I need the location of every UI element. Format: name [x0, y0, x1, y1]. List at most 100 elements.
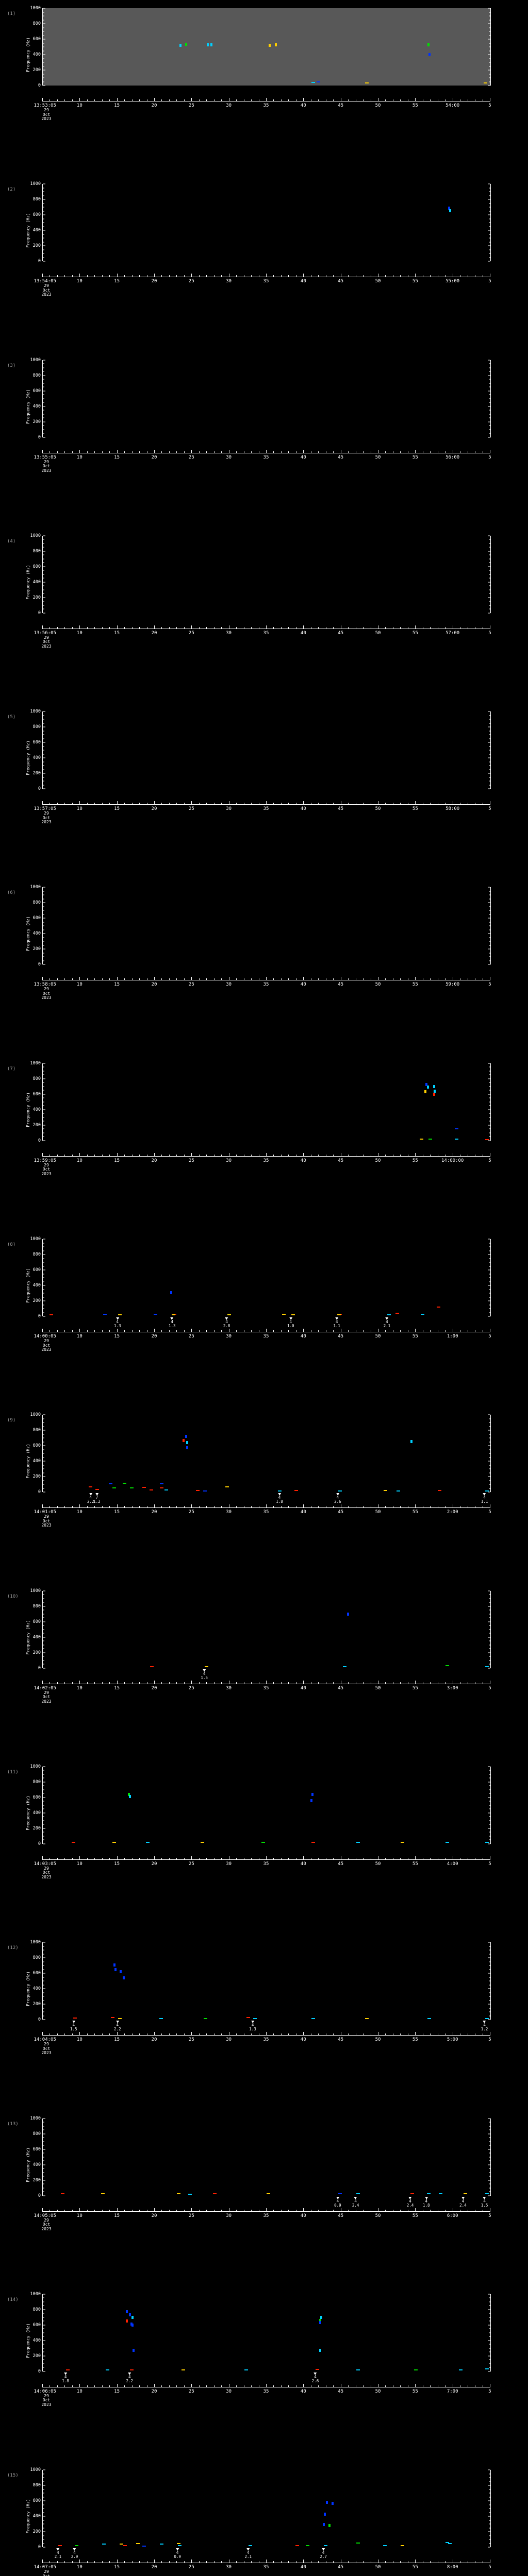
detection-marker[interactable]: 4 1.3 — [249, 2021, 256, 2031]
x-tick-label: 30 — [226, 1334, 232, 1340]
x-tick-label: 14:06:05 — [34, 2388, 56, 2394]
detection-marker[interactable]: 4 0.9 — [334, 2196, 341, 2208]
spectrogram-detection-blip — [269, 43, 271, 47]
plot-area[interactable]: 0 200 400 600 800 1000 — [30, 1764, 491, 1846]
y-tick-mark-right — [489, 2336, 490, 2337]
detection-marker[interactable]: 4 1.3 — [169, 1317, 175, 1328]
plot-area[interactable]: 0 200 400 600 800 1000 — [30, 1412, 491, 1495]
triangle-marker-icon — [251, 2021, 254, 2024]
y-tick-label: 600 — [32, 1971, 41, 1976]
spectrogram-detection-blip — [128, 2313, 131, 2317]
plot-area[interactable]: 0 200 400 600 800 1000 — [30, 885, 491, 967]
y-tick-mark-right — [488, 2195, 490, 2196]
detection-marker[interactable]: 4 1.3 — [114, 1317, 121, 1328]
x-tick-mark-minor — [131, 1154, 133, 1157]
x-tick-mark-minor — [72, 1154, 73, 1157]
x-tick-mark — [303, 2560, 304, 2564]
detection-marker[interactable]: 4 1.1 — [481, 1493, 488, 1504]
y-tick-label: 800 — [32, 1076, 41, 1081]
x-tick-label: 20 — [151, 1685, 157, 1691]
y-tick-label: 0 — [38, 2017, 41, 2023]
y-tick-mark-right — [489, 433, 490, 434]
plot-area[interactable]: 0 200 400 600 800 1000 — [30, 709, 491, 791]
detection-marker[interactable]: 4 1.5 — [481, 2196, 488, 2208]
x-tick-mark-minor — [400, 99, 401, 101]
y-tick-mark-right — [489, 2176, 490, 2177]
detection-marker[interactable]: 4 1.8 — [423, 2196, 430, 2208]
y-tick-mark — [43, 2336, 44, 2337]
x-tick-mark-minor — [251, 275, 252, 278]
detection-marker[interactable]: 7 1.2 — [93, 1493, 101, 1504]
detection-marker[interactable]: 4 2.6 — [312, 2372, 319, 2383]
x-tick-mark-minor — [333, 2385, 334, 2387]
plot-area[interactable]: 0 200 400 600 800 1000 — [30, 6, 491, 88]
spectrogram-detection-blip — [421, 1313, 425, 1315]
detection-marker[interactable]: 4 2.1 — [384, 1317, 390, 1328]
x-tick-mark — [266, 274, 267, 278]
x-tick-mark-minor — [161, 2209, 162, 2212]
detection-marker[interactable]: 4 2.2 — [87, 1493, 94, 1504]
detection-marker[interactable]: 4 1.8 — [62, 2372, 69, 2383]
plot-area[interactable]: 0 200 400 600 800 1000 — [30, 358, 491, 440]
x-tick-mark-minor — [139, 1682, 140, 1684]
detection-marker[interactable]: 4 1.5 — [70, 2021, 77, 2031]
x-tick-mark-minor — [64, 978, 65, 981]
x-tick-label: 40 — [300, 982, 306, 988]
x-tick-label: 57:00 — [446, 630, 460, 636]
plot-area[interactable]: 0 200 400 600 800 1000 — [30, 1061, 491, 1143]
y-tick-label: 400 — [32, 2337, 41, 2343]
plot-area[interactable]: 0 200 400 600 800 1000 — [30, 1236, 491, 1319]
x-tick-mark-minor — [199, 626, 200, 629]
detection-marker[interactable]: 4 2.2 — [114, 2021, 121, 2031]
detection-marker[interactable]: 4 2.8 — [223, 1317, 230, 1328]
right-axis-spine — [490, 360, 491, 437]
x-tick-mark-minor — [169, 2033, 170, 2036]
x-tick-mark-minor — [318, 1154, 319, 1157]
y-tick-mark — [43, 398, 44, 399]
x-tick-mark-minor — [348, 2033, 349, 2036]
x-tick-mark-minor — [72, 451, 73, 453]
detection-marker[interactable]: 4 2.1 — [244, 2548, 252, 2559]
plot-area[interactable]: 0 200 400 600 800 1000 — [30, 2292, 491, 2374]
plot-area[interactable]: 0 200 400 600 800 1000 — [30, 533, 491, 616]
x-tick-mark — [79, 1329, 80, 1333]
detection-marker[interactable]: 4 2.7 — [320, 2548, 327, 2559]
y-tick-mark — [43, 238, 44, 239]
y-tick-mark-right — [489, 1449, 490, 1450]
x-tick-label: 15 — [114, 2037, 120, 2043]
x-tick-mark-minor — [288, 2033, 289, 2036]
x-tick-mark-minor — [445, 626, 446, 629]
detection-marker[interactable]: 4 1.5 — [201, 1669, 208, 1680]
detection-marker[interactable]: 4 1.0 — [287, 1317, 294, 1328]
detection-marker[interactable]: 4 2.4 — [407, 2196, 414, 2208]
y-tick-mark — [43, 433, 44, 434]
x-axis-date-line: Oct — [42, 2222, 51, 2227]
x-tick-mark-minor — [251, 2209, 252, 2212]
x-tick-label: 15 — [114, 454, 120, 460]
detection-marker[interactable]: 4 2.4 — [352, 2196, 359, 2208]
x-axis-date-line: 2023 — [41, 468, 52, 473]
plot-area[interactable]: 0 200 400 600 800 1000 — [30, 2116, 491, 2198]
detection-marker[interactable]: 4 2.6 — [334, 1493, 341, 1504]
x-tick-mark-minor — [87, 1506, 88, 1509]
detection-marker[interactable]: 4 2.1 — [55, 2548, 61, 2559]
detection-marker[interactable]: 4 0.9 — [174, 2548, 181, 2559]
plot-area[interactable]: 0 200 400 600 800 1000 — [30, 181, 491, 264]
detection-marker[interactable]: 4 2.4 — [459, 2196, 467, 2208]
detection-marker[interactable]: 4 1.2 — [481, 2021, 488, 2031]
plot-area[interactable]: 0 200 400 600 800 1000 — [30, 1588, 491, 1671]
y-tick-mark — [43, 2340, 45, 2341]
x-tick-label: 45 — [338, 279, 344, 284]
detection-marker[interactable]: 4 2.9 — [71, 2548, 78, 2559]
plot-area[interactable]: 0 200 400 600 800 1000 — [30, 2467, 491, 2550]
plot-area[interactable]: 0 200 400 600 800 1000 — [30, 1940, 491, 2022]
detection-marker[interactable]: 4 1.8 — [276, 1493, 283, 1504]
x-tick-mark — [191, 2208, 192, 2212]
spectrogram-detection-blip — [448, 2543, 452, 2544]
detection-marker[interactable]: 4 1.1 — [333, 1317, 340, 1328]
y-tick-mark — [43, 719, 44, 720]
detection-marker[interactable]: 4 2.2 — [126, 2372, 133, 2383]
y-tick-mark-right — [489, 929, 490, 930]
